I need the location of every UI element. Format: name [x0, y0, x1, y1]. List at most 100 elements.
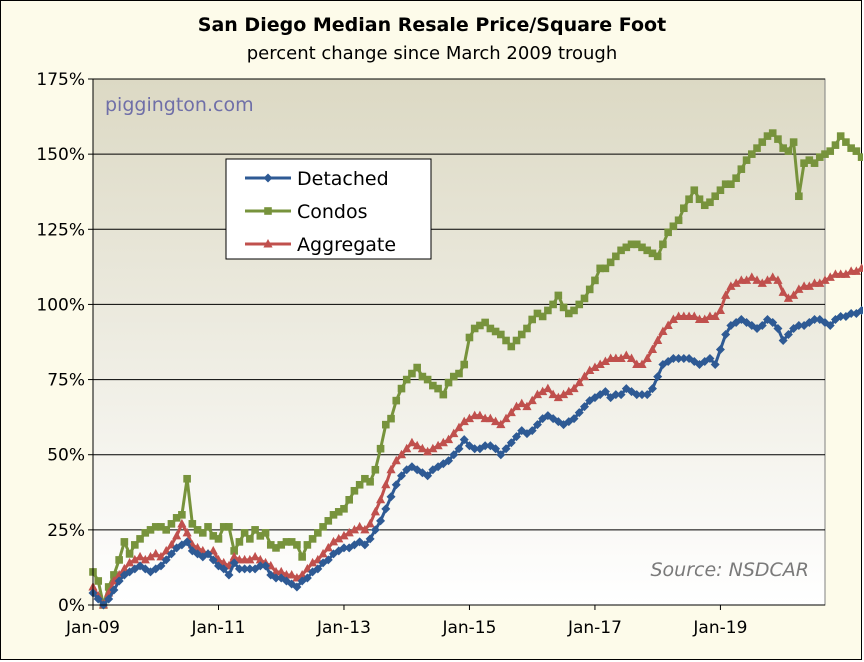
aggregate-point	[820, 275, 830, 284]
condos-point	[131, 541, 139, 549]
aggregate-point	[501, 413, 511, 423]
aggregate-point	[396, 449, 407, 459]
condos-point	[209, 532, 218, 540]
condos-point	[115, 556, 123, 564]
detached-point	[182, 537, 192, 547]
condos-point	[554, 291, 563, 300]
aggregate-point	[700, 314, 710, 323]
condos-point	[523, 324, 531, 333]
condos-point	[413, 363, 421, 372]
aggregate-point	[302, 563, 312, 573]
aggregate-point	[344, 527, 354, 537]
condos-point	[502, 336, 510, 345]
condos-point	[387, 414, 395, 423]
detached-point	[480, 441, 490, 451]
y-tick-label: 100%	[36, 295, 85, 315]
aggregate-point	[668, 314, 678, 323]
aggregate-point	[145, 551, 156, 561]
detached-point	[679, 354, 689, 364]
condos-point	[507, 342, 516, 351]
condos-point	[476, 321, 484, 330]
aggregate-point	[663, 320, 673, 329]
detached-point	[104, 594, 114, 604]
condos-point	[434, 384, 442, 393]
condos-point	[402, 375, 411, 384]
detached-point	[156, 561, 166, 571]
detached-point	[647, 384, 657, 394]
detached-point	[365, 534, 375, 544]
condos-point	[455, 369, 463, 378]
x-tick-label: Jan-13	[316, 618, 371, 638]
condos-point	[162, 526, 170, 534]
condos-point	[831, 141, 840, 149]
aggregate-point	[443, 434, 454, 444]
condos-point	[204, 523, 212, 531]
condos-point	[486, 324, 495, 333]
aggregate-point	[658, 326, 668, 335]
aggregate-point	[543, 383, 553, 393]
aggregate-point	[130, 554, 140, 564]
aggregate-point	[773, 275, 783, 284]
detached-point	[381, 504, 391, 514]
condos-point	[789, 138, 798, 146]
legend-label-condos: Condos	[297, 201, 368, 223]
aggregate-point	[334, 533, 344, 543]
aggregate-point	[642, 353, 652, 363]
detached-point	[600, 387, 610, 397]
condos-point	[606, 258, 615, 267]
detached-point	[470, 444, 480, 454]
aggregate-point	[172, 530, 182, 540]
aggregate-point	[323, 542, 333, 552]
aggregate-point	[558, 389, 569, 399]
detached-point	[637, 390, 647, 400]
aggregate-point	[119, 563, 129, 573]
aggregate-point	[250, 551, 260, 561]
aggregate-point	[192, 542, 203, 552]
aggregate-point	[616, 353, 626, 363]
aggregate-point	[647, 344, 658, 354]
condos-point	[700, 201, 709, 210]
condos-point	[852, 147, 861, 155]
detached-point	[454, 444, 464, 454]
aggregate-point	[156, 551, 166, 561]
condos-point	[246, 535, 254, 543]
detached-point	[376, 516, 386, 526]
condos-point	[648, 249, 657, 258]
aggregate-point	[726, 281, 736, 290]
aggregate-point	[621, 350, 631, 360]
condos-point	[810, 159, 819, 167]
detached-point	[444, 456, 454, 466]
condos-point	[596, 264, 604, 273]
detached-point	[302, 573, 312, 583]
condos-point	[277, 541, 286, 549]
condos-point	[324, 517, 333, 525]
aggregate-point	[292, 572, 302, 582]
condos-point	[146, 526, 155, 534]
aggregate-point	[438, 437, 448, 447]
aggregate-point	[349, 524, 360, 534]
condos-point	[784, 147, 793, 155]
condos-point	[528, 315, 536, 324]
aggregate-point	[532, 389, 543, 399]
x-tick-label: Jan-19	[692, 618, 747, 638]
detached-point	[93, 594, 103, 604]
aggregate-point	[491, 416, 501, 426]
detached-point	[323, 555, 333, 565]
legend-condos-point	[264, 207, 272, 215]
detached-point	[783, 329, 793, 339]
condos-point	[774, 135, 782, 143]
legend: Detached Condos Aggregate	[225, 158, 432, 260]
condos-point	[214, 535, 223, 543]
detached-point	[862, 306, 863, 309]
aggregate-point	[653, 335, 663, 344]
detached-point	[423, 471, 433, 481]
condos-point	[287, 538, 296, 546]
legend-box	[225, 158, 432, 260]
condos-point	[763, 132, 772, 140]
condos-point	[408, 369, 416, 378]
aggregate-point	[276, 566, 286, 576]
source-note: Source: NSDCAR	[651, 559, 810, 581]
legend-aggregate-point	[263, 239, 273, 248]
detached-point	[705, 354, 715, 364]
